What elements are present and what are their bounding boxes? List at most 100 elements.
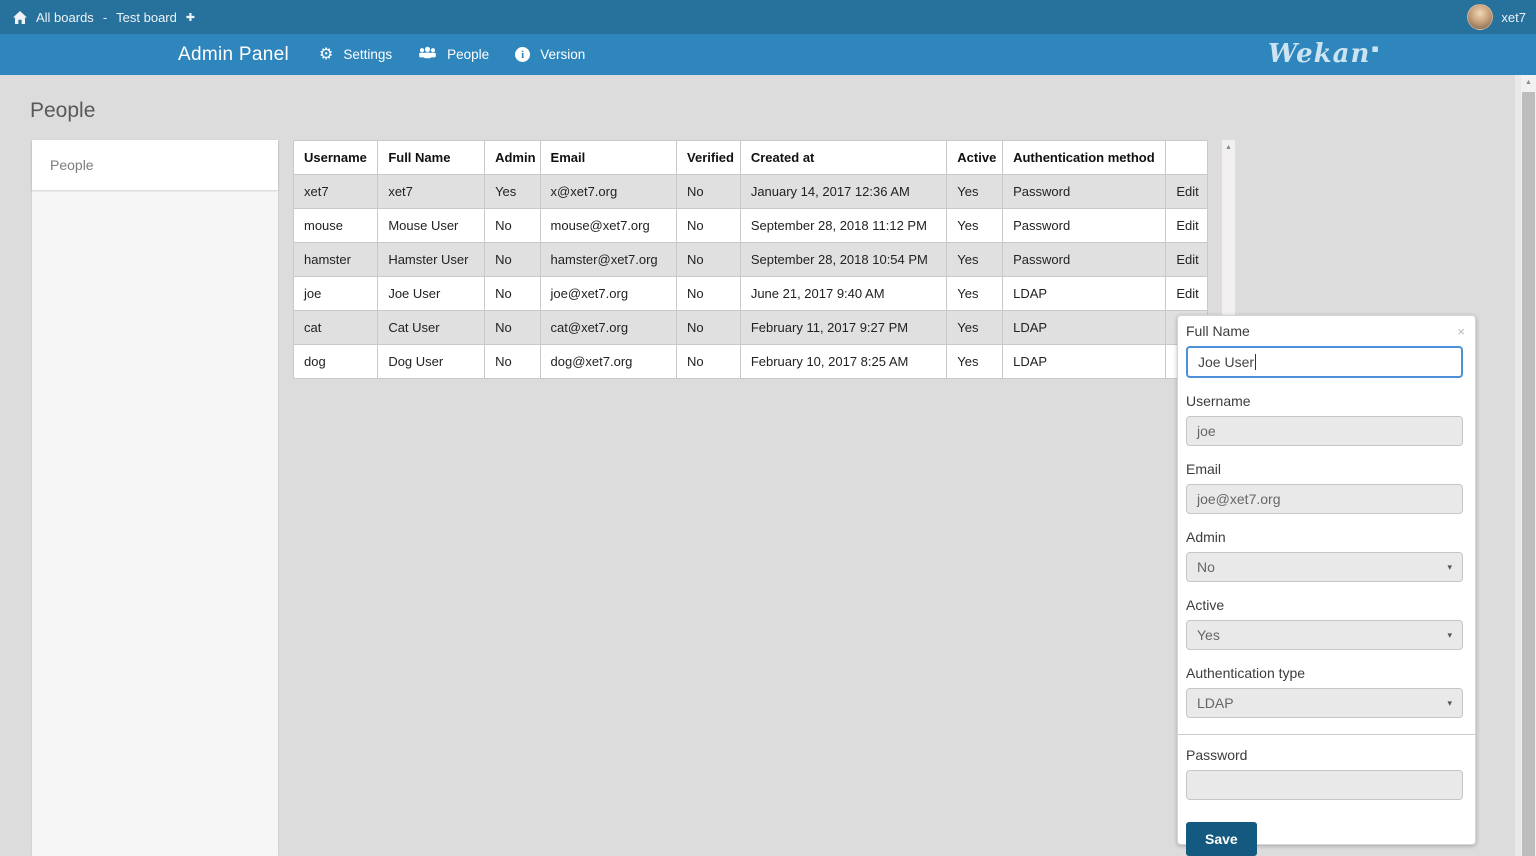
cell-auth-method: Password — [1002, 174, 1167, 209]
menu-settings-label: Settings — [343, 47, 393, 62]
password-input[interactable] — [1186, 770, 1463, 800]
admin-header: Admin Panel ⚙ Settings People i Version … — [0, 34, 1536, 75]
chevron-down-icon: ▾ — [1447, 561, 1452, 572]
username-value: joe — [1197, 423, 1216, 439]
active-select[interactable]: Yes ▾ — [1186, 620, 1463, 650]
col-admin: Admin — [484, 140, 541, 175]
wekan-logo[interactable]: Wekan▪ — [1268, 39, 1380, 69]
edit-link[interactable]: Edit — [1176, 184, 1199, 199]
scroll-up-icon[interactable]: ▲ — [1225, 144, 1232, 151]
col-active: Active — [946, 140, 1004, 175]
full-name-value: Joe User — [1198, 354, 1255, 370]
cell-created-at: February 10, 2017 8:25 AM — [739, 344, 948, 379]
cell-username: cat — [292, 310, 379, 345]
breadcrumb: All boards - Test board ✚ — [0, 10, 195, 25]
table-row: cat Cat User No cat@xet7.org No February… — [292, 310, 1208, 345]
breadcrumb-all-boards[interactable]: All boards — [36, 9, 94, 25]
cell-admin: No — [484, 276, 541, 311]
cell-auth-method: Password — [1002, 208, 1167, 243]
edit-link[interactable]: Edit — [1176, 252, 1199, 267]
home-icon[interactable] — [13, 10, 27, 24]
auth-type-selected-value: LDAP — [1197, 695, 1234, 711]
cell-created-at: September 28, 2018 10:54 PM — [739, 242, 948, 277]
cell-verified: No — [676, 208, 741, 243]
breadcrumb-separator: - — [102, 9, 108, 25]
cell-verified: No — [676, 276, 741, 311]
col-created-at: Created at — [739, 140, 948, 175]
cell-admin: No — [484, 208, 541, 243]
scrollbar-thumb[interactable] — [1522, 92, 1535, 856]
menu-item-settings[interactable]: ⚙ Settings — [319, 45, 393, 63]
cell-full-name: Hamster User — [377, 242, 486, 277]
logo-dot-icon: ▪ — [1371, 42, 1380, 55]
cell-active: Yes — [946, 242, 1004, 277]
save-button[interactable]: Save — [1186, 822, 1257, 856]
cell-full-name: xet7 — [377, 174, 486, 209]
edit-user-panel: × Full Name Joe User Username joe Email … — [1177, 315, 1476, 856]
cell-auth-method: LDAP — [1002, 276, 1167, 311]
admin-label: Admin — [1186, 529, 1226, 545]
admin-sidebar: People — [32, 140, 278, 856]
edit-link[interactable]: Edit — [1176, 218, 1199, 233]
cell-verified: No — [676, 310, 741, 345]
cell-username: hamster — [292, 242, 379, 277]
plus-icon[interactable]: ✚ — [185, 11, 196, 24]
cell-active: Yes — [946, 174, 1004, 209]
full-name-input[interactable]: Joe User — [1186, 346, 1463, 378]
cell-username: xet7 — [292, 174, 379, 209]
cell-username: dog — [292, 344, 379, 379]
edit-link[interactable]: Edit — [1176, 286, 1199, 301]
chevron-down-icon: ▾ — [1447, 697, 1452, 708]
menu-version-label: Version — [540, 47, 586, 62]
page-scrollbar[interactable]: ▲ — [1521, 75, 1536, 856]
section-heading: People — [30, 99, 96, 122]
cell-email: mouse@xet7.org — [539, 208, 678, 243]
cell-verified: No — [676, 174, 741, 209]
breadcrumb-board-name[interactable]: Test board — [116, 9, 177, 25]
cell-email: x@xet7.org — [539, 174, 678, 209]
admin-select[interactable]: No ▾ — [1186, 552, 1463, 582]
admin-selected-value: No — [1197, 559, 1215, 575]
user-menu[interactable]: xet7 — [1467, 4, 1536, 30]
col-verified: Verified — [676, 140, 741, 175]
table-header-row: Username Full Name Admin Email Verified … — [292, 140, 1208, 175]
people-icon — [418, 46, 437, 63]
cell-full-name: Dog User — [377, 344, 486, 379]
scroll-up-icon[interactable]: ▲ — [1525, 79, 1532, 86]
cell-created-at: February 11, 2017 9:27 PM — [739, 310, 948, 345]
email-input[interactable]: joe@xet7.org — [1186, 484, 1463, 514]
table-row: joe Joe User No joe@xet7.org No June 21,… — [292, 276, 1208, 311]
col-actions — [1165, 140, 1208, 175]
menu-item-version[interactable]: i Version — [515, 47, 585, 62]
cell-verified: No — [676, 242, 741, 277]
cell-full-name: Mouse User — [377, 208, 486, 243]
active-label: Active — [1186, 597, 1225, 613]
sidebar-item-people[interactable]: People — [32, 140, 278, 190]
col-auth-method: Authentication method — [1002, 140, 1167, 175]
cell-auth-method: Password — [1002, 242, 1167, 277]
gear-icon: ⚙ — [319, 45, 334, 63]
info-icon: i — [515, 47, 531, 62]
col-email: Email — [539, 140, 678, 175]
menu-item-people[interactable]: People — [418, 46, 489, 63]
cell-email: dog@xet7.org — [539, 344, 678, 379]
cell-email: hamster@xet7.org — [539, 242, 678, 277]
cell-active: Yes — [946, 344, 1004, 379]
auth-type-select[interactable]: LDAP ▾ — [1186, 688, 1463, 718]
cell-full-name: Cat User — [377, 310, 486, 345]
avatar[interactable] — [1467, 4, 1494, 30]
page-title: Admin Panel — [178, 43, 290, 65]
cell-created-at: September 28, 2018 11:12 PM — [739, 208, 948, 243]
close-icon[interactable]: × — [1457, 324, 1465, 339]
username-input[interactable]: joe — [1186, 416, 1463, 446]
col-full-name: Full Name — [377, 140, 486, 175]
people-table: Username Full Name Admin Email Verified … — [292, 140, 1208, 379]
table-row: mouse Mouse User No mouse@xet7.org No Se… — [292, 208, 1208, 243]
table-row: dog Dog User No dog@xet7.org No February… — [292, 344, 1208, 379]
cell-auth-method: LDAP — [1002, 344, 1167, 379]
wekan-logo-text: Wekan — [1268, 39, 1371, 69]
cell-auth-method: LDAP — [1002, 310, 1167, 345]
cell-username: mouse — [292, 208, 379, 243]
auth-type-label: Authentication type — [1186, 665, 1306, 681]
cell-created-at: January 14, 2017 12:36 AM — [739, 174, 948, 209]
